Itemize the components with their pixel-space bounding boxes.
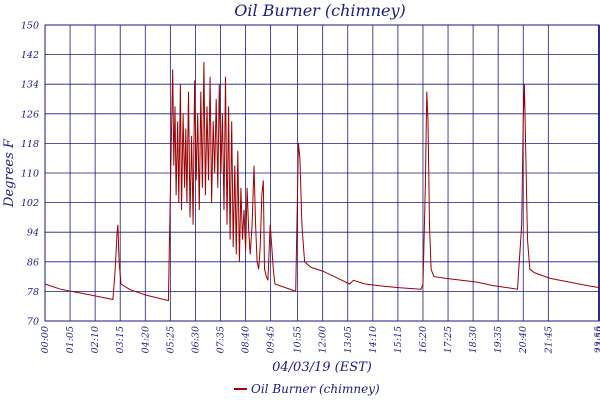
x-tick-label: 06:30 bbox=[190, 326, 201, 353]
plot-frame bbox=[44, 24, 600, 322]
x-tick-label: 19:35 bbox=[493, 326, 504, 353]
x-tick-label: 12:00 bbox=[318, 326, 329, 353]
y-tick-label: 134 bbox=[21, 80, 39, 91]
x-axis-ticks: 00:00 01:05 02:10 03:15 04:20 05:25 06:30 07:35… bbox=[40, 326, 600, 354]
chart-title: Oil Burner (chimney) bbox=[234, 1, 406, 20]
x-tick-label: 23:55 bbox=[593, 326, 600, 354]
y-axis-label: Degrees F bbox=[2, 138, 17, 208]
x-tick-label: 07:35 bbox=[215, 326, 226, 353]
x-tick-label: 20:40 bbox=[518, 326, 529, 354]
y-tick-label: 70 bbox=[27, 317, 39, 328]
x-axis-label: 04/03/19 (EST) bbox=[272, 360, 372, 375]
x-tick-label: 15:15 bbox=[393, 326, 404, 353]
y-tick-label: 142 bbox=[21, 50, 39, 61]
x-tick-label: 05:25 bbox=[165, 326, 176, 353]
y-tick-label: 118 bbox=[21, 139, 39, 150]
x-tick-label: 16:20 bbox=[418, 326, 429, 353]
y-tick-label: 86 bbox=[27, 257, 39, 268]
x-tick-label: 10:55 bbox=[293, 326, 304, 353]
x-tick-label: 02:10 bbox=[90, 326, 101, 353]
x-tick-label: 18:30 bbox=[468, 326, 479, 353]
x-tick-label: 09:45 bbox=[266, 326, 277, 353]
x-tick-label: 13:05 bbox=[343, 326, 354, 353]
y-tick-label: 102 bbox=[21, 198, 39, 209]
y-tick-label: 78 bbox=[27, 287, 39, 298]
x-tick-label: 21:45 bbox=[543, 326, 554, 354]
x-tick-label: 04:20 bbox=[140, 326, 151, 353]
x-tick-label: 01:05 bbox=[65, 326, 76, 353]
series-line-oil-burner bbox=[44, 61, 600, 302]
x-tick-label: 23:59 bbox=[595, 326, 600, 354]
legend-label: Oil Burner (chimney) bbox=[251, 382, 380, 396]
x-tick-label: 08:40 bbox=[241, 326, 252, 353]
y-tick-label: 126 bbox=[21, 109, 39, 120]
legend: Oil Burner (chimney) bbox=[234, 382, 380, 396]
x-tick-label: 14:10 bbox=[368, 326, 379, 353]
grid bbox=[44, 24, 600, 322]
y-tick-label: 110 bbox=[21, 169, 39, 180]
x-tick-label: 03:15 bbox=[115, 326, 126, 353]
x-tick-label: 00:00 bbox=[40, 326, 51, 353]
x-tick-label: 17:25 bbox=[443, 326, 454, 353]
y-axis-ticks: 70 78 86 94 102 110 118 126 134 142 150 bbox=[21, 21, 39, 328]
y-tick-label: 150 bbox=[21, 21, 39, 32]
y-tick-label: 94 bbox=[27, 228, 39, 239]
